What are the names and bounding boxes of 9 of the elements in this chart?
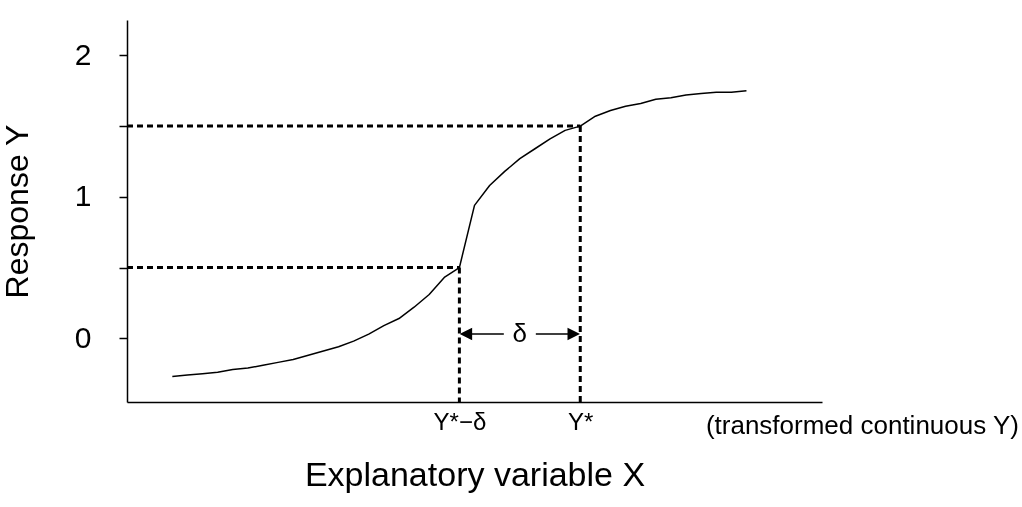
x-axis-title: Explanatory variable X [304, 454, 646, 493]
y-tick-label: 0 [74, 320, 92, 354]
x-tick-label: Y* [568, 407, 594, 435]
y-tick-label: 1 [74, 179, 92, 213]
x-tick-label: Y*−δ [433, 407, 487, 435]
annotation: δ [512, 318, 528, 348]
text: (transformed continuous Y) [705, 410, 1019, 440]
y-axis-title: Response Y [0, 124, 35, 299]
y-tick-label: 2 [74, 37, 92, 71]
